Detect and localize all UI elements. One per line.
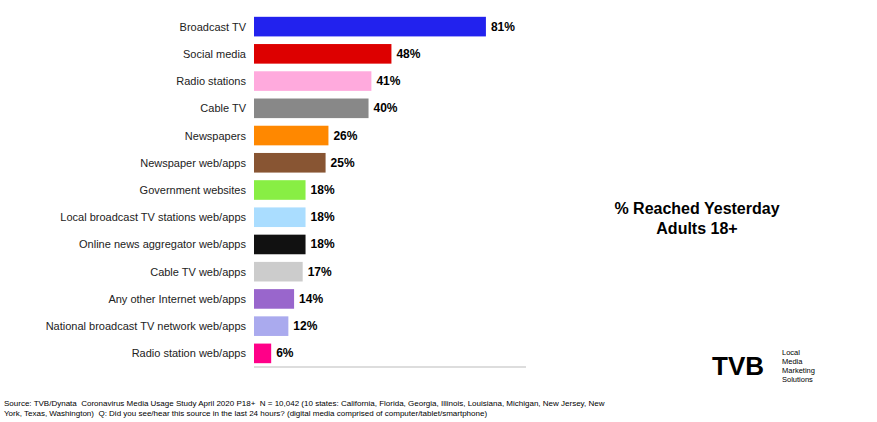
logo-subtext: Marketing [782, 366, 815, 375]
data-label: 18% [311, 210, 335, 224]
data-label: 12% [293, 319, 317, 333]
y-tick-label: Cable TV web/apps [150, 266, 246, 278]
y-tick-label: Government websites [140, 184, 247, 196]
bar [254, 262, 303, 282]
bar [254, 99, 369, 119]
bar [254, 235, 306, 255]
y-tick-labels: Broadcast TV Social media Radio stations Ca… [46, 21, 247, 360]
chart: Broadcast TV Social media Radio stations Ca… [0, 0, 877, 422]
data-label: 14% [299, 292, 323, 306]
bar [254, 44, 391, 64]
y-tick-label: Local broadcast TV stations web/apps [60, 211, 246, 223]
y-tick-label: Online news aggregator web/apps [79, 238, 246, 250]
bar [254, 316, 288, 336]
data-labels: 81% 48% 41% 40% 26% 25% 18% 18% 18% 17% 14% 12% 6% [276, 20, 515, 361]
bar [254, 17, 486, 37]
logo-subtext: Solutions [782, 375, 813, 384]
bar [254, 344, 271, 364]
y-tick-label: Social media [183, 48, 247, 60]
data-label: 17% [308, 265, 332, 279]
data-label: 40% [374, 101, 398, 115]
y-tick-label: Broadcast TV [180, 21, 247, 33]
data-label: 18% [311, 237, 335, 251]
bar [254, 207, 306, 227]
y-tick-label: Radio station web/apps [132, 347, 247, 359]
source: Source: TVB/Dynata Coronavirus Media Usa… [4, 399, 605, 418]
bar [254, 180, 306, 200]
bar [254, 126, 328, 146]
data-label: 48% [396, 47, 420, 61]
x-axis-line [254, 367, 526, 368]
logo-subtext: Local [782, 348, 800, 357]
y-tick-label: Newspaper web/apps [140, 157, 246, 169]
bar [254, 153, 326, 173]
data-label: 26% [333, 129, 357, 143]
y-tick-label: Any other Internet web/apps [108, 293, 246, 305]
data-label: 25% [331, 156, 355, 170]
bar [254, 71, 371, 91]
data-label: 81% [491, 20, 515, 34]
y-tick-label: National broadcast TV network web/apps [46, 320, 247, 332]
bars [254, 17, 486, 363]
bar [254, 289, 294, 309]
y-tick-label: Radio stations [176, 75, 246, 87]
logo-subtext: Media [782, 357, 803, 366]
data-label: 18% [311, 183, 335, 197]
y-tick-label: Cable TV [200, 102, 246, 114]
y-tick-label: Newspapers [185, 130, 247, 142]
annotation: % Reached YesterdayAdults 18+ [614, 200, 779, 237]
data-label: 41% [376, 74, 400, 88]
logo-text: TVB [712, 351, 764, 381]
data-label: 6% [276, 346, 294, 360]
